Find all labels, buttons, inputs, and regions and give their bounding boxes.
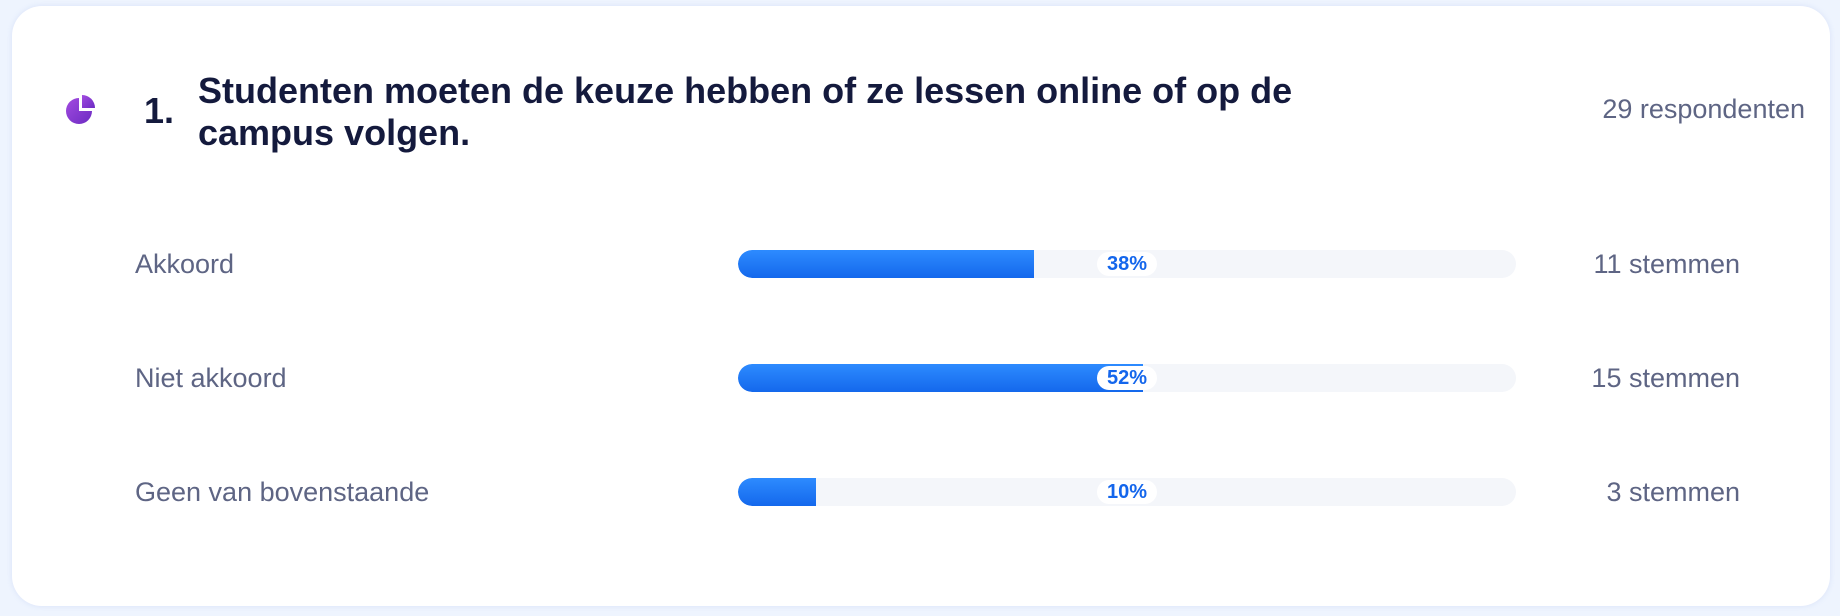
result-row: Akkoord 38% 11 stemmen xyxy=(0,244,1840,284)
percent-label-wrap: 52% xyxy=(1096,364,1158,392)
result-bar xyxy=(738,478,816,506)
result-bar-track: 52% xyxy=(738,364,1516,392)
result-bar xyxy=(738,250,1034,278)
option-label: Akkoord xyxy=(135,249,235,279)
percent-label: 38% xyxy=(1096,252,1158,276)
option-label: Niet akkoord xyxy=(135,363,287,393)
result-row: Niet akkoord 52% 15 stemmen xyxy=(0,358,1840,398)
vote-count: 11 stemmen xyxy=(1593,249,1740,279)
result-bar-track: 10% xyxy=(738,478,1516,506)
pie-chart-icon xyxy=(66,95,95,124)
vote-count: 3 stemmen xyxy=(1606,477,1740,507)
option-label: Geen van bovenstaande xyxy=(135,477,430,507)
percent-label: 52% xyxy=(1096,366,1158,390)
percent-label-wrap: 38% xyxy=(1096,250,1158,278)
poll-card: 1. Studenten moeten de keuze hebben of z… xyxy=(12,6,1830,606)
result-bar-track: 38% xyxy=(738,250,1516,278)
respondent-count: 29 respondenten xyxy=(1602,94,1805,124)
result-bar xyxy=(738,364,1143,392)
percent-label: 10% xyxy=(1096,480,1158,504)
question-title: Studenten moeten de keuze hebben of ze l… xyxy=(198,70,1293,153)
result-row: Geen van bovenstaande 10% 3 stemmen xyxy=(0,472,1840,512)
vote-count: 15 stemmen xyxy=(1591,363,1740,393)
question-number: 1. xyxy=(144,90,175,131)
percent-label-wrap: 10% xyxy=(1096,478,1158,506)
